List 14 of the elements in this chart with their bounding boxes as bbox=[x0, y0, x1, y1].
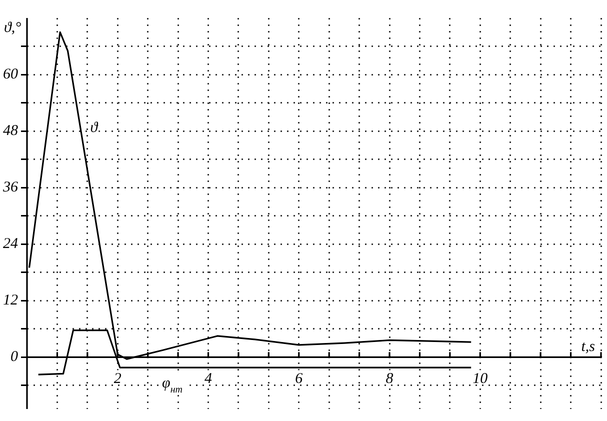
x-tick-label: 10 bbox=[472, 371, 488, 388]
y-tick-label: 0 bbox=[10, 349, 18, 366]
x-axis-title: t,s bbox=[581, 339, 596, 356]
y-tick-label: 36 bbox=[2, 180, 18, 196]
series-label: ϑ bbox=[90, 120, 100, 136]
y-axis-title: ϑ,° bbox=[4, 20, 22, 36]
x-tick-label: 6 bbox=[295, 371, 304, 388]
y-tick-label: 48 bbox=[3, 123, 18, 139]
y-tick-label: 24 bbox=[3, 236, 18, 252]
x-tick-label: 4 bbox=[204, 371, 213, 388]
y-tick-label: 60 bbox=[3, 66, 18, 82]
x-tick-label: 2 bbox=[114, 371, 122, 388]
y-tick-label: 12 bbox=[3, 292, 18, 309]
x-tick-label: 8 bbox=[386, 371, 394, 388]
